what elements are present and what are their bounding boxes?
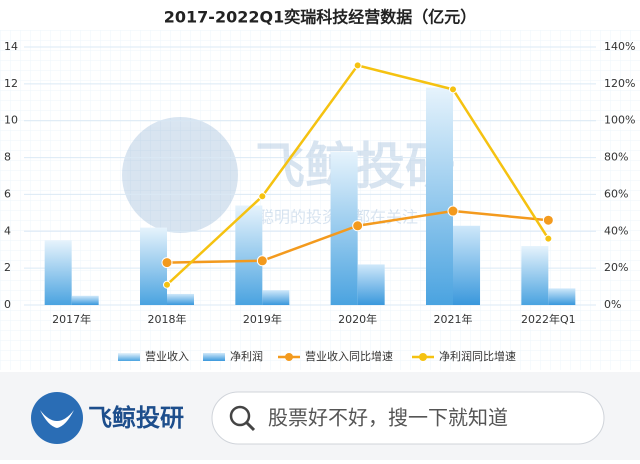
chart-title: 2017-2022Q1奕瑞科技经营数据（亿元） (164, 8, 476, 27)
y-tick-label: 14 (4, 40, 18, 53)
y-tick-label: 10 (4, 114, 18, 127)
watermark-logo (122, 117, 238, 233)
y2-tick-label: 120% (604, 77, 635, 90)
grid-pattern (0, 30, 640, 370)
y-tick-label: 2 (4, 261, 11, 274)
y-tick-label: 12 (4, 77, 18, 90)
bar (235, 205, 263, 305)
y2-tick-label: 140% (604, 40, 635, 53)
y-tick-label: 8 (4, 151, 11, 164)
y2-tick-label: 40% (604, 224, 628, 237)
legend-label: 净利润同比增速 (439, 349, 516, 363)
line-point (447, 205, 459, 217)
bar (262, 290, 290, 305)
brand-name: 飞鲸投研 (88, 404, 184, 432)
bar (521, 246, 549, 305)
bar (167, 293, 194, 305)
y2-tick-label: 100% (604, 114, 635, 127)
brand-logo-tail (40, 410, 74, 428)
y2-tick-label: 20% (604, 261, 628, 274)
y-tick-label: 6 (4, 187, 11, 200)
legend-label: 营业收入 (145, 349, 189, 363)
search-placeholder: 股票好不好，搜一下就知道 (268, 406, 508, 430)
y-tick-label: 0 (4, 298, 11, 311)
search-box[interactable] (211, 391, 605, 445)
bar (357, 264, 385, 305)
legend-dot (285, 353, 293, 361)
y-tick-label: 4 (4, 224, 11, 237)
x-tick-label: 2020年 (338, 312, 377, 326)
line-point (352, 220, 364, 232)
x-tick-label: 2019年 (243, 312, 282, 326)
bar (71, 295, 99, 305)
line-point (542, 214, 554, 226)
bar (426, 87, 453, 306)
bar (548, 288, 576, 305)
x-tick-label: 2017年 (52, 312, 91, 326)
legend-swatch (118, 353, 140, 361)
bar (140, 227, 167, 305)
line-point (256, 255, 268, 267)
bar (453, 225, 480, 305)
search-icon (229, 405, 251, 427)
legend-label: 净利润 (230, 349, 263, 363)
line-point (353, 61, 362, 70)
line-point (258, 192, 267, 201)
legend-swatch (203, 353, 225, 361)
line-point (544, 234, 553, 243)
line-point (163, 280, 171, 289)
brand-logo (31, 392, 83, 444)
y2-tick-label: 60% (604, 187, 628, 200)
x-tick-label: 2021年 (434, 312, 473, 326)
x-tick-label: 2022年Q1 (521, 312, 576, 326)
x-tick-label: 2018年 (148, 312, 187, 326)
legend-dot (419, 353, 427, 361)
line-point (161, 257, 173, 269)
line-point (449, 85, 457, 94)
search-icon-handle (245, 421, 256, 432)
legend-label: 营业收入同比增速 (305, 349, 393, 363)
y2-tick-label: 0% (604, 298, 621, 311)
bar (44, 240, 72, 305)
y2-tick-label: 80% (604, 151, 628, 164)
